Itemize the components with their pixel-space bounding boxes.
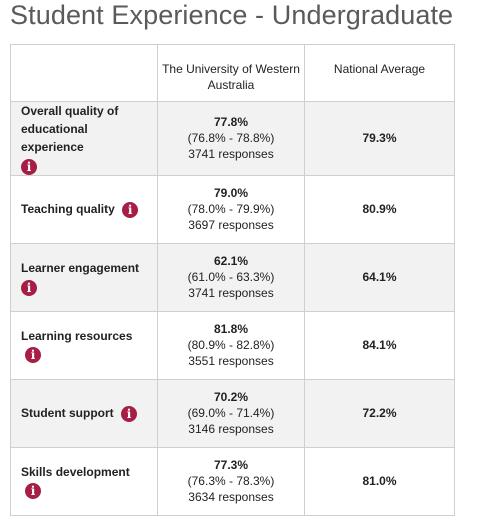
info-icon[interactable]: i xyxy=(122,202,139,219)
table-header-row: The University of Western Australia Nati… xyxy=(10,44,455,102)
row-label-cell: Student support i xyxy=(10,378,158,448)
university-percent: 62.1% xyxy=(213,254,249,269)
confidence-range: (69.0% - 71.4%) xyxy=(187,406,275,421)
table-row: Learning resources i 81.8% (80.9% - 82.8… xyxy=(10,310,455,380)
table-row: Student support i 70.2% (69.0% - 71.4%) … xyxy=(10,378,455,448)
header-national-average: National Average xyxy=(304,44,455,102)
university-percent: 81.8% xyxy=(213,322,249,337)
response-count: 3551 responses xyxy=(188,354,274,369)
header-empty-cell xyxy=(10,44,158,102)
university-value-cell: 79.0% (78.0% - 79.9%) 3697 responses xyxy=(157,174,305,244)
info-icon[interactable]: i xyxy=(21,279,37,296)
row-label: Teaching quality xyxy=(21,202,115,217)
university-percent: 79.0% xyxy=(213,186,249,201)
table-row: Teaching quality i 79.0% (78.0% - 79.9%)… xyxy=(10,174,455,244)
table-row: Overall quality of educational experienc… xyxy=(10,101,455,176)
university-value-cell: 62.1% (61.0% - 63.3%) 3741 responses xyxy=(157,242,305,312)
row-label-cell: Learning resources i xyxy=(10,310,158,380)
university-value-cell: 70.2% (69.0% - 71.4%) 3146 responses xyxy=(157,378,305,448)
university-percent: 77.3% xyxy=(213,458,249,473)
response-count: 3146 responses xyxy=(188,422,274,437)
row-label: Learner engagement xyxy=(21,260,140,275)
page-title: Student Experience - Undergraduate xyxy=(10,0,454,30)
national-average-value: 79.3% xyxy=(304,101,455,176)
row-label-cell: Skills development i xyxy=(10,446,158,516)
confidence-range: (78.0% - 79.9%) xyxy=(187,202,275,217)
university-value-cell: 77.8% (76.8% - 78.8%) 3741 responses xyxy=(157,101,305,176)
university-percent: 70.2% xyxy=(213,390,249,405)
national-average-value: 72.2% xyxy=(304,378,455,448)
national-average-value: 64.1% xyxy=(304,242,455,312)
info-icon[interactable]: i xyxy=(25,347,41,364)
national-average-value: 81.0% xyxy=(304,446,455,516)
table-row: Skills development i 77.3% (76.3% - 78.3… xyxy=(10,446,455,516)
row-label-cell: Learner engagement i xyxy=(10,242,158,312)
response-count: 3697 responses xyxy=(188,218,274,233)
row-label: Student support xyxy=(21,406,114,421)
national-average-value: 84.1% xyxy=(304,310,455,380)
row-label-cell: Overall quality of educational experienc… xyxy=(10,101,158,176)
national-average-value: 80.9% xyxy=(304,174,455,244)
student-experience-table: The University of Western Australia Nati… xyxy=(10,44,455,516)
response-count: 3741 responses xyxy=(188,147,274,162)
info-icon[interactable]: i xyxy=(25,483,41,500)
confidence-range: (76.8% - 78.8%) xyxy=(187,131,275,146)
response-count: 3634 responses xyxy=(188,490,274,505)
university-percent: 77.8% xyxy=(213,115,249,130)
confidence-range: (76.3% - 78.3%) xyxy=(187,474,275,489)
row-label: Overall quality of educational experienc… xyxy=(21,104,119,154)
confidence-range: (80.9% - 82.8%) xyxy=(187,338,275,353)
row-label: Skills development xyxy=(21,465,130,480)
university-value-cell: 81.8% (80.9% - 82.8%) 3551 responses xyxy=(157,310,305,380)
confidence-range: (61.0% - 63.3%) xyxy=(187,270,275,285)
row-label-cell: Teaching quality i xyxy=(10,174,158,244)
response-count: 3741 responses xyxy=(188,286,274,301)
university-value-cell: 77.3% (76.3% - 78.3%) 3634 responses xyxy=(157,446,305,516)
table-row: Learner engagement i 62.1% (61.0% - 63.3… xyxy=(10,242,455,312)
info-icon[interactable]: i xyxy=(121,406,137,423)
info-icon[interactable]: i xyxy=(21,158,37,175)
row-label: Learning resources xyxy=(21,329,133,344)
header-university: The University of Western Australia xyxy=(157,44,305,102)
